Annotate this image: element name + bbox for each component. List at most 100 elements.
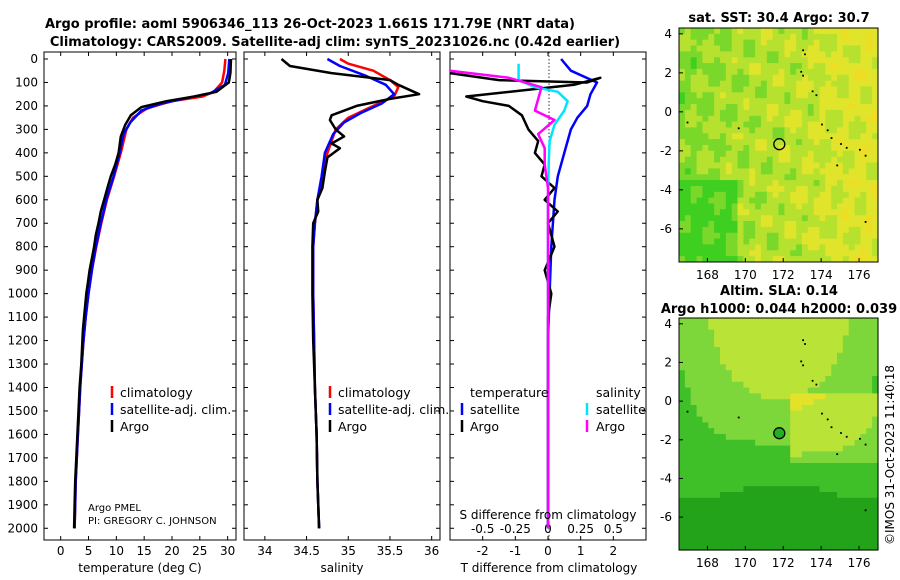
- map-cell: [720, 492, 727, 499]
- map-cell: [772, 221, 780, 228]
- map-cell: [702, 92, 709, 99]
- map-cell: [848, 428, 856, 435]
- map-cell: [714, 532, 721, 539]
- map-cell: [796, 434, 803, 441]
- map-cell: [837, 115, 844, 123]
- map-cell: [720, 480, 727, 487]
- map-cell: [708, 162, 715, 169]
- map-cell: [714, 63, 721, 70]
- map-cell: [760, 318, 768, 325]
- map-cell: [866, 515, 873, 522]
- map-cell: [743, 39, 750, 47]
- map-cell: [819, 318, 826, 325]
- map-cell: [860, 352, 867, 360]
- map-cell: [831, 121, 838, 128]
- map-cell: [842, 474, 850, 481]
- map-cell: [796, 39, 803, 47]
- map-cell: [819, 109, 826, 117]
- map-cell: [801, 468, 809, 476]
- map-cell: [860, 92, 867, 99]
- map-cell: [679, 232, 686, 240]
- map-cell: [702, 370, 709, 377]
- map-cell: [825, 191, 832, 199]
- legend-argo-label: Argo: [120, 419, 149, 434]
- map-cell: [796, 515, 803, 522]
- map-cell: [720, 393, 727, 400]
- map-cell: [807, 133, 815, 140]
- map-cell: [743, 526, 750, 534]
- map-cell: [731, 358, 739, 365]
- map-cell: [796, 352, 803, 360]
- map-cell: [720, 341, 727, 348]
- map-cell: [784, 238, 791, 245]
- map-cell: [842, 439, 850, 447]
- map-cell: [720, 451, 727, 458]
- map-cell: [860, 104, 867, 111]
- map-cell: [720, 439, 727, 447]
- map-cell: [796, 256, 803, 263]
- map-cell: [790, 168, 797, 175]
- map-cell: [813, 364, 821, 371]
- map-cell: [743, 422, 750, 429]
- map-cell: [819, 92, 826, 99]
- map-cell: [778, 370, 785, 377]
- map-y-tick-label: 4: [664, 317, 672, 331]
- map-cell: [679, 226, 686, 234]
- map-cell: [778, 509, 785, 516]
- map-cell: [720, 532, 727, 539]
- map-cell: [837, 256, 844, 263]
- map-cell: [731, 544, 739, 551]
- map-cell: [755, 215, 762, 222]
- map-cell: [860, 232, 867, 240]
- map-cell: [743, 358, 750, 365]
- map-cell: [831, 226, 838, 234]
- map-cell: [784, 45, 791, 52]
- map-cell: [848, 63, 856, 70]
- map-cell: [801, 226, 809, 234]
- map-cell: [825, 434, 832, 441]
- map-cell: [796, 387, 803, 394]
- map-cell: [731, 115, 739, 123]
- island-dot: [737, 127, 740, 130]
- map-cell: [725, 526, 733, 534]
- map-cell: [854, 145, 862, 152]
- map-cell: [725, 86, 733, 93]
- map-cell: [807, 521, 815, 528]
- map-cell: [702, 376, 709, 383]
- map-cell: [860, 215, 867, 222]
- map-cell: [772, 451, 780, 458]
- map-cell: [848, 150, 856, 158]
- map-cell: [825, 226, 832, 234]
- map-cell: [831, 232, 838, 240]
- map-cell: [749, 256, 756, 263]
- map-cell: [831, 439, 838, 447]
- map-cell: [749, 39, 756, 47]
- map-cell: [766, 480, 774, 487]
- map-cell: [796, 203, 803, 210]
- map-cell: [872, 532, 879, 539]
- map-cell: [801, 445, 809, 452]
- map-cell: [866, 57, 873, 64]
- map-cell: [784, 121, 791, 128]
- map-cell: [778, 98, 785, 105]
- map-cell: [772, 323, 780, 331]
- map-cell: [860, 115, 867, 123]
- map-cell: [796, 139, 803, 146]
- map-cell: [737, 544, 744, 551]
- map-cell: [725, 358, 733, 365]
- map-cell: [790, 86, 797, 93]
- map-cell: [749, 451, 756, 458]
- map-cell: [760, 544, 768, 551]
- map-cell: [696, 39, 704, 47]
- map-cell: [714, 347, 721, 354]
- map-cell: [760, 486, 768, 493]
- map-cell: [825, 80, 832, 88]
- map-cell: [842, 463, 850, 470]
- map-cell: [819, 115, 826, 123]
- map-cell: [866, 63, 873, 70]
- map-cell: [772, 497, 780, 505]
- map-cell: [702, 51, 709, 58]
- map-cell: [854, 68, 862, 76]
- map-cell: [831, 109, 838, 117]
- map-cell: [684, 428, 692, 435]
